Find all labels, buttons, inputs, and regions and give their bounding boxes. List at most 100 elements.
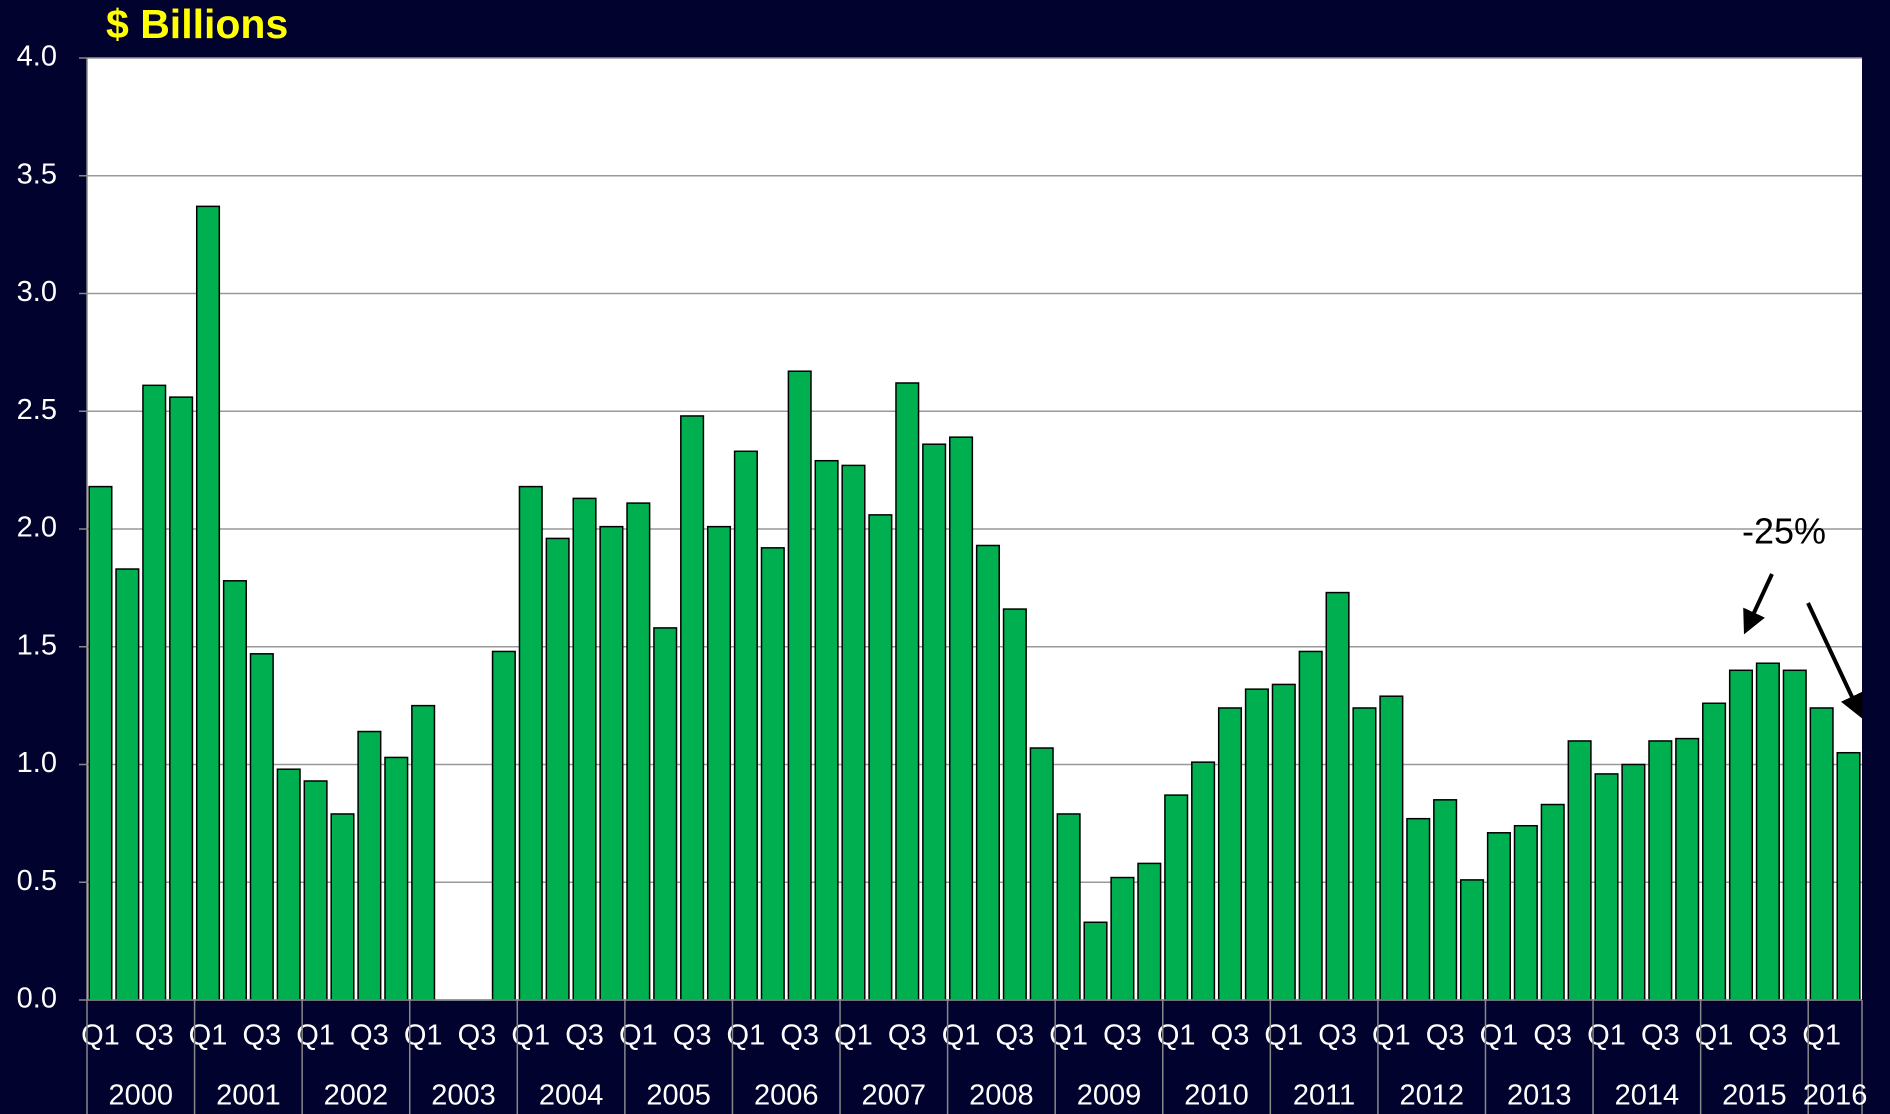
x-tick-label: Q3 (1641, 1020, 1680, 1052)
bar (1056, 813, 1081, 1001)
x-tick-label: Q3 (242, 1020, 281, 1052)
chart-title: $ Billions (106, 1, 288, 47)
year-label: 2006 (754, 1080, 819, 1112)
y-tick-label: 0.5 (17, 865, 57, 897)
bar (841, 464, 866, 1001)
bar (276, 768, 301, 1001)
bar (1137, 862, 1162, 1001)
x-tick-label: Q3 (888, 1020, 927, 1052)
annotation-arrow (1806, 602, 1863, 719)
bar (384, 756, 409, 1001)
bar (814, 459, 839, 1001)
bar (1540, 803, 1565, 1001)
year-label: 2015 (1722, 1080, 1787, 1112)
bar (1379, 695, 1404, 1001)
bar (115, 568, 140, 1001)
year-label: 2009 (1077, 1080, 1142, 1112)
bar (706, 525, 732, 1001)
y-tick-label: 4.0 (17, 41, 57, 73)
bar (1298, 650, 1323, 1001)
year-label: 2008 (969, 1080, 1034, 1112)
year-label: 2003 (431, 1080, 496, 1112)
year-label: 2010 (1184, 1080, 1249, 1112)
year-label: 2002 (324, 1080, 389, 1112)
bar (1433, 799, 1458, 1001)
bar (922, 443, 947, 1001)
bar (222, 580, 247, 1001)
bar (249, 653, 274, 1001)
x-tick-label: Q3 (995, 1020, 1034, 1052)
bar (975, 544, 1000, 1001)
bar (1648, 740, 1673, 1001)
y-tick-label: 2.0 (17, 512, 57, 544)
bar (1191, 761, 1216, 1001)
bar (1110, 876, 1135, 1001)
bar (653, 627, 678, 1001)
bar (518, 485, 543, 1001)
bar (787, 370, 812, 1001)
x-tick-label: Q3 (458, 1020, 497, 1052)
bar (1675, 737, 1700, 1001)
annotation-arrow (1743, 573, 1774, 635)
annotation: -25% (1742, 511, 1826, 552)
bar (1594, 773, 1619, 1001)
bar (195, 205, 221, 1001)
bar (1836, 751, 1861, 1001)
bar (545, 537, 570, 1001)
bar (1217, 707, 1243, 1001)
y-tick-label: 2.5 (17, 394, 57, 426)
bar (1486, 832, 1511, 1001)
bar (1002, 608, 1027, 1001)
bar (1621, 763, 1646, 1001)
bar (599, 525, 624, 1001)
year-label: 2016 (1803, 1080, 1868, 1112)
year-label: 2012 (1399, 1080, 1464, 1112)
y-tick-label: 3.5 (17, 158, 57, 190)
x-tick-label: Q3 (780, 1020, 819, 1052)
x-tick-label: Q3 (1318, 1020, 1357, 1052)
bar (1406, 817, 1431, 1001)
bar (1164, 794, 1189, 1001)
year-label: 2000 (109, 1080, 174, 1112)
bar (491, 650, 516, 1001)
bar (1352, 707, 1377, 1001)
bar (1755, 662, 1780, 1001)
x-tick-label: Q3 (1533, 1020, 1572, 1052)
year-label: 2001 (216, 1080, 281, 1112)
y-tick-label: 3.0 (17, 276, 57, 308)
bar (760, 547, 785, 1001)
y-tick-label: 1.5 (17, 629, 57, 661)
x-tick-label: Q3 (673, 1020, 712, 1052)
year-label: 2004 (539, 1080, 604, 1112)
bar (357, 730, 382, 1001)
x-tick-label: Q3 (565, 1020, 604, 1052)
x-tick-label: Q3 (350, 1020, 389, 1052)
bar (1459, 879, 1485, 1001)
bar (1702, 702, 1727, 1001)
year-label: 2007 (862, 1080, 927, 1112)
bar (949, 436, 974, 1001)
bar (88, 485, 113, 1001)
bar (1782, 669, 1807, 1001)
x-tick-label: Q3 (1103, 1020, 1142, 1052)
bar (1567, 740, 1592, 1001)
bar (895, 382, 920, 1001)
bar (1728, 669, 1754, 1001)
year-label: 2005 (646, 1080, 711, 1112)
year-label: 2013 (1507, 1080, 1572, 1112)
bar (733, 450, 758, 1001)
bar (169, 396, 194, 1001)
x-tick-label: Q3 (1749, 1020, 1788, 1052)
x-tick-label: Q3 (1426, 1020, 1465, 1052)
y-tick-label: 0.0 (17, 983, 57, 1015)
bar (1271, 683, 1296, 1001)
y-tick-label: 1.0 (17, 747, 57, 779)
bar (1083, 921, 1108, 1001)
bar (142, 384, 167, 1001)
bar (411, 704, 436, 1001)
bar (1809, 707, 1834, 1001)
bar (680, 415, 705, 1001)
bar (572, 497, 597, 1001)
bar (626, 502, 651, 1001)
bar (330, 813, 355, 1001)
